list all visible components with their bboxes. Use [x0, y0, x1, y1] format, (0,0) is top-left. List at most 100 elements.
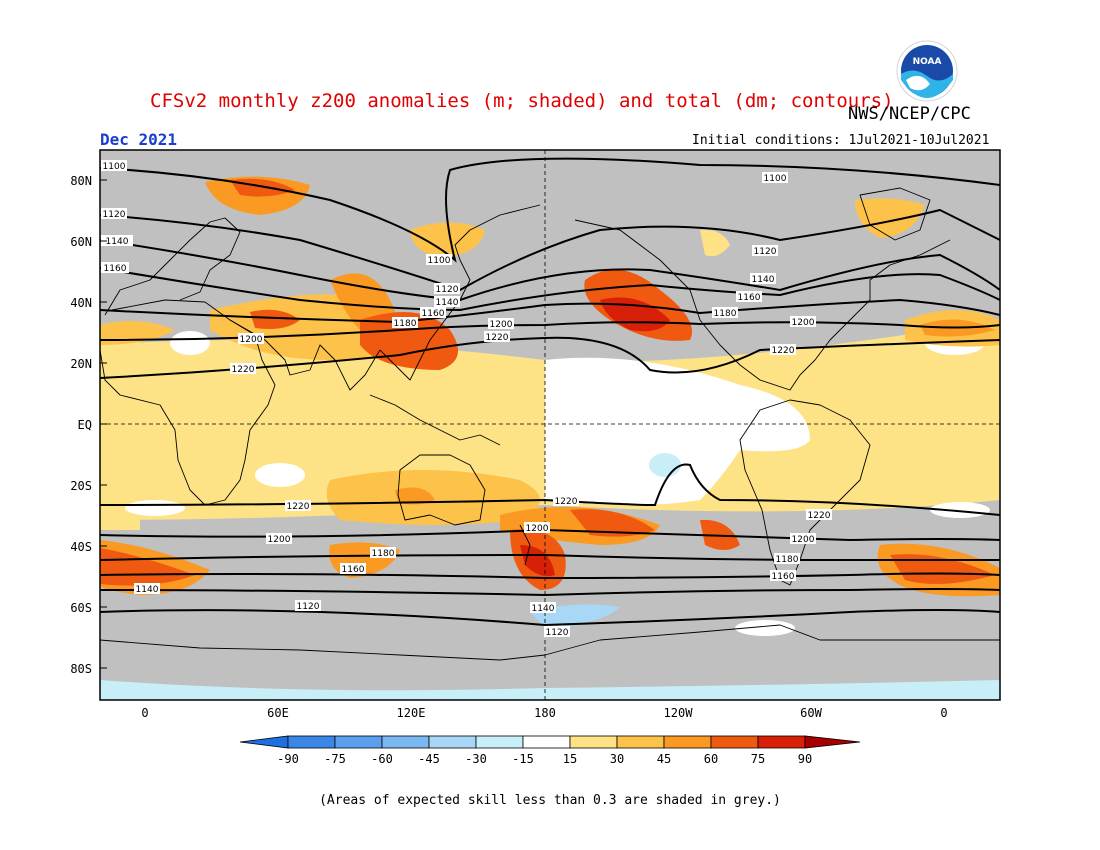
contour-1120-s: [100, 609, 1000, 627]
colorbar-swatch: [663, 735, 712, 749]
colorbar-tick: 60: [704, 752, 718, 766]
contour-label-1160-b: 1160: [420, 307, 446, 319]
maritime-continent-coast: [369, 394, 501, 446]
antarctica-coast: [100, 624, 1000, 661]
contour-1200-n: [100, 321, 1000, 341]
south-america-coast: [739, 399, 871, 586]
svg-text:1160: 1160: [342, 565, 365, 575]
contour-label-1140-d: 1140: [134, 583, 160, 595]
contour-label-1120-a: 1120: [101, 208, 127, 220]
lon-label-180: 180: [534, 706, 556, 720]
agency-label: NWS/NCEP/CPC: [848, 104, 971, 124]
colorbar-arrow-low: [239, 735, 289, 749]
lon-label-0-west: 0: [141, 706, 148, 720]
contour-label-1140-b: 1140: [434, 296, 460, 308]
colorbar-swatch: [616, 735, 665, 749]
colorbar-swatch: [475, 735, 524, 749]
svg-text:1140: 1140: [532, 604, 555, 614]
svg-text:1120: 1120: [754, 247, 777, 257]
contour-label-1180-b: 1180: [392, 317, 418, 329]
contour-label-1140-e: 1140: [530, 602, 556, 614]
svg-text:1220: 1220: [287, 502, 310, 512]
australia-coast: [397, 454, 486, 526]
svg-text:1180: 1180: [776, 555, 799, 565]
contour-label-1220-e: 1220: [553, 495, 579, 507]
lat-label-60s: 60S: [70, 601, 92, 615]
lon-label-120e: 120E: [397, 706, 426, 720]
lat-label-40n: 40N: [70, 296, 92, 310]
latitude-ticks: [100, 179, 107, 669]
colorbar-swatch: [287, 735, 336, 749]
longitude-labels: 0 60E 120E 180 120W 60W 0: [141, 706, 947, 720]
svg-text:1100: 1100: [764, 174, 787, 184]
contour-label-1180-d: 1180: [370, 547, 396, 559]
contour-1120-n: [100, 208, 1000, 292]
svg-text:1120: 1120: [103, 210, 126, 220]
svg-text:1160: 1160: [422, 309, 445, 319]
svg-text:1220: 1220: [232, 365, 255, 375]
contour-label-1200-e: 1200: [524, 522, 550, 534]
svg-text:1120: 1120: [436, 285, 459, 295]
contour-label-1160-f: 1160: [770, 570, 796, 582]
contour-1160-s: [100, 572, 1000, 580]
contour-label-1200-f: 1200: [790, 533, 816, 545]
arabia-india-coast: [229, 319, 381, 391]
colorbar-swatch: [334, 735, 383, 749]
colorbar-tick: 90: [798, 752, 812, 766]
initial-conditions: Initial conditions: 1Jul2021-10Jul2021: [692, 133, 990, 148]
svg-text:1200: 1200: [240, 335, 263, 345]
svg-text:1200: 1200: [268, 535, 291, 545]
noaa-logo-text: NOAA: [913, 57, 942, 67]
lat-label-60n: 60N: [70, 235, 92, 249]
svg-text:1140: 1140: [106, 237, 129, 247]
contour-1100-n: [100, 157, 1000, 263]
contour-1140-s: [100, 588, 1000, 597]
contour-label-1100-c: 1100: [762, 172, 788, 184]
colorbar-tick: -15: [512, 752, 534, 766]
contour-label-1220-d: 1220: [285, 500, 311, 512]
contour-label-1160-c: 1160: [736, 291, 762, 303]
contour-label-1220-a: 1220: [230, 363, 256, 375]
svg-text:1120: 1120: [546, 628, 569, 638]
lat-label-eq: EQ: [78, 418, 92, 432]
contour-label-1100-a: 1100: [101, 160, 127, 172]
contour-label-1200-c: 1200: [790, 316, 816, 328]
svg-text:1140: 1140: [436, 298, 459, 308]
colorbar-tick: -45: [418, 752, 440, 766]
europe-coast: [104, 217, 241, 316]
contour-1220-n: [100, 336, 1000, 379]
contour-label-1220-c: 1220: [770, 344, 796, 356]
colorbar-swatch: [569, 735, 618, 749]
svg-text:1200: 1200: [792, 318, 815, 328]
svg-text:1140: 1140: [136, 585, 159, 595]
svg-text:1140: 1140: [752, 275, 775, 285]
colorbar-tick: 30: [610, 752, 624, 766]
colorbar-tick: 45: [657, 752, 671, 766]
svg-text:1160: 1160: [772, 572, 795, 582]
lat-label-80s: 80S: [70, 662, 92, 676]
contour-1180-n: [100, 298, 1000, 324]
contour-label-1120-c: 1120: [752, 245, 778, 257]
lon-label-120w: 120W: [664, 706, 694, 720]
svg-text:1120: 1120: [297, 602, 320, 612]
colorbar-tick: -90: [277, 752, 299, 766]
colorbar: [239, 735, 861, 749]
contour-1220-s: [100, 463, 1000, 516]
lon-label-0-east: 0: [940, 706, 947, 720]
svg-text:1200: 1200: [526, 524, 549, 534]
svg-text:1100: 1100: [428, 256, 451, 266]
map-frame: [99, 149, 1001, 701]
contour-label-1220-b: 1220: [484, 331, 510, 343]
lon-label-60w: 60W: [800, 706, 822, 720]
contour-label-1120-b: 1120: [434, 283, 460, 295]
contour-value-labels: 1100 1120 1140 1160 1200 1220 1100 1120 …: [101, 160, 832, 638]
colorbar-swatch: [710, 735, 759, 749]
svg-text:1200: 1200: [490, 320, 513, 330]
lon-label-60e: 60E: [267, 706, 289, 720]
colorbar-swatch: [522, 735, 571, 749]
svg-text:1220: 1220: [772, 346, 795, 356]
svg-text:1100: 1100: [103, 162, 126, 172]
contour-label-1140-a: 1140: [101, 235, 133, 247]
svg-text:1220: 1220: [486, 333, 509, 343]
